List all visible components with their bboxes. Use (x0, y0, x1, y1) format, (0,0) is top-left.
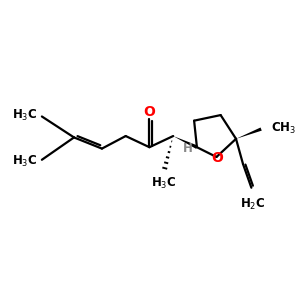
Text: O: O (143, 105, 155, 119)
Text: O: O (211, 151, 223, 164)
Polygon shape (173, 136, 198, 149)
Text: H$_2$C: H$_2$C (240, 196, 266, 212)
Text: H$_3$C: H$_3$C (151, 176, 176, 191)
Polygon shape (236, 128, 262, 139)
Text: H: H (183, 142, 193, 155)
Text: CH$_3$: CH$_3$ (271, 121, 296, 136)
Text: H$_3$C: H$_3$C (12, 154, 38, 169)
Text: H$_3$C: H$_3$C (12, 107, 38, 123)
